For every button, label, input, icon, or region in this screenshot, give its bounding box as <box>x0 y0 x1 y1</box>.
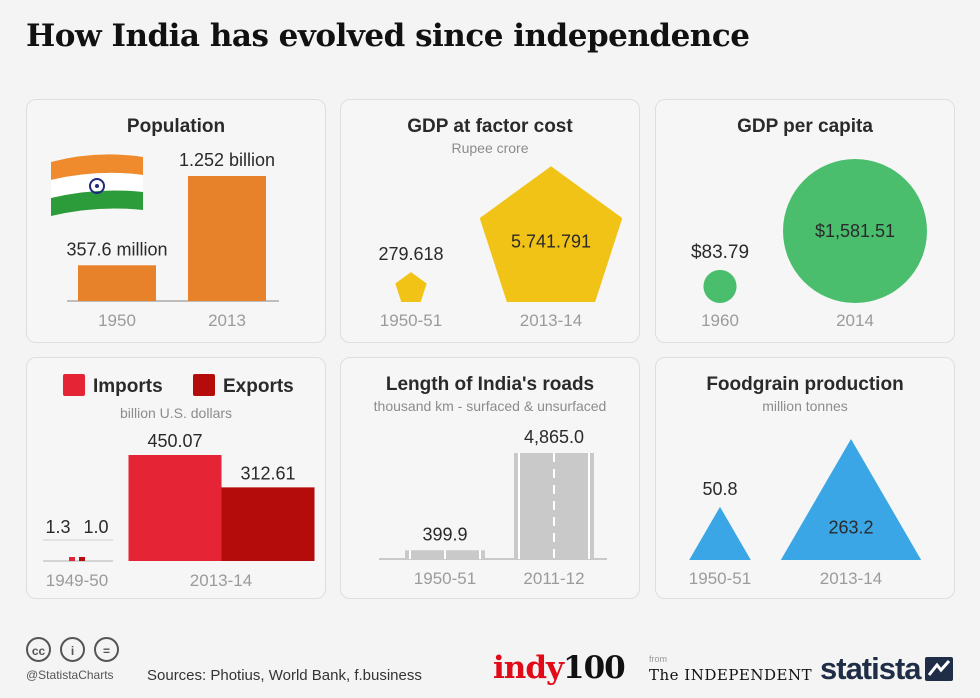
gdp-panel: GDP at factor cost Rupee crore 279.618 19… <box>340 99 640 343</box>
imports-bar <box>69 557 75 561</box>
panel-title: Population <box>126 116 226 137</box>
data-label: 312.61 <box>240 463 295 483</box>
creative-commons-icon: cc <box>26 637 51 662</box>
tick-label: 1949-50 <box>46 571 108 590</box>
population-panel: Population 357.6 million 1950 1.252 billio… <box>26 99 326 343</box>
panel-subtitle: Rupee crore <box>451 140 529 156</box>
data-label: 263.2 <box>828 517 873 537</box>
statista-handle: @StatistaCharts <box>26 668 114 682</box>
tick-label: 1950 <box>98 311 136 330</box>
tick-label: 1950-51 <box>414 569 476 588</box>
indy100-logo[interactable]: indy100 <box>493 650 626 686</box>
tick-label: 2014 <box>836 311 874 330</box>
data-label: 450.07 <box>147 431 202 451</box>
legend-swatch <box>63 374 85 396</box>
gdp-pentagon <box>479 166 623 302</box>
tick-label: 2013-14 <box>190 571 252 590</box>
panel-title: Foodgrain production <box>706 374 904 395</box>
data-label: $1,581.51 <box>815 221 895 241</box>
gdp-per-capita-circle <box>703 269 737 303</box>
statista-logo-icon <box>925 657 953 681</box>
tick-label: 2011-12 <box>523 569 584 588</box>
population-chart: 357.6 million 1950 1.252 billion 2013 <box>51 150 279 330</box>
statista-logo[interactable]: statista <box>820 651 922 686</box>
independent-logo[interactable]: The INDEPENDENT <box>649 666 813 684</box>
population-bar <box>78 265 156 301</box>
foodgrain-triangle <box>780 439 922 560</box>
legend-swatch <box>193 374 215 396</box>
no-derivatives-icon: = <box>94 637 119 662</box>
panel-subtitle: million tonnes <box>762 398 848 414</box>
trade-panel: billion U.S. dollars Imports Exports 1.3 1… <box>26 357 326 599</box>
population-bar <box>188 176 266 301</box>
panel-subtitle: billion U.S. dollars <box>119 405 233 421</box>
foodgrain-triangle <box>689 506 751 560</box>
india-flag-icon <box>51 154 143 216</box>
roads-chart: 399.9 1950-51 4,865.0 2011-12 <box>379 427 607 588</box>
panel-title: Length of India's roads <box>385 374 595 395</box>
panel-title: GDP per capita <box>737 116 873 137</box>
legend-label: Imports <box>93 376 163 397</box>
imports-bar <box>128 455 222 561</box>
tick-label: 2013-14 <box>820 569 882 588</box>
trade-chart: Imports Exports 1.3 1.0 1949-50 450.07 312.61… <box>43 374 315 590</box>
data-label: 4,865.0 <box>524 427 584 447</box>
page-title: How India has evolved since independence <box>26 18 750 54</box>
legend-label: Exports <box>223 376 294 397</box>
tick-label: 1960 <box>701 311 739 330</box>
data-label: 279.618 <box>378 244 443 264</box>
indy-text: indy <box>493 650 564 686</box>
tick-label: 1950-51 <box>689 569 751 588</box>
data-label: 1.252 billion <box>179 150 275 170</box>
tick-label: 1950-51 <box>380 311 442 330</box>
foodgrain-chart: 50.8 1950-51 263.2 2013-14 <box>689 439 922 588</box>
gdp-pentagon <box>395 272 427 302</box>
data-label: 1.0 <box>83 517 108 537</box>
gdp-chart: 279.618 1950-51 5.741.791 2013-14 <box>378 166 623 330</box>
panel-subtitle: thousand km - surfaced & unsurfaced <box>373 398 607 414</box>
data-label: 1.3 <box>45 517 70 537</box>
data-label: 357.6 million <box>66 239 167 259</box>
data-label: 50.8 <box>702 479 737 499</box>
data-label: 399.9 <box>422 524 467 544</box>
gdp-per-capita-circle <box>783 159 927 303</box>
tick-label: 2013 <box>208 311 246 330</box>
exports-bar <box>221 487 315 561</box>
exports-bar <box>79 557 85 561</box>
from-label: from <box>649 654 667 664</box>
sources-text: Sources: Photius, World Bank, f.business <box>147 667 422 684</box>
panel-title: GDP at factor cost <box>407 116 573 137</box>
indy100-number: 100 <box>563 650 626 686</box>
data-label: $83.79 <box>691 242 749 263</box>
data-label: 5.741.791 <box>511 232 591 252</box>
attribution-icon: i <box>60 637 85 662</box>
tick-label: 2013-14 <box>520 311 582 330</box>
roads-panel: Length of India's roads thousand km - su… <box>340 357 640 599</box>
foodgrain-panel: Foodgrain production million tonnes 50.8… <box>655 357 955 599</box>
gdp-per-capita-panel: GDP per capita $83.79 1960 $1,581.51 2014 <box>655 99 955 343</box>
gdp-per-capita-chart: $83.79 1960 $1,581.51 2014 <box>691 159 927 330</box>
